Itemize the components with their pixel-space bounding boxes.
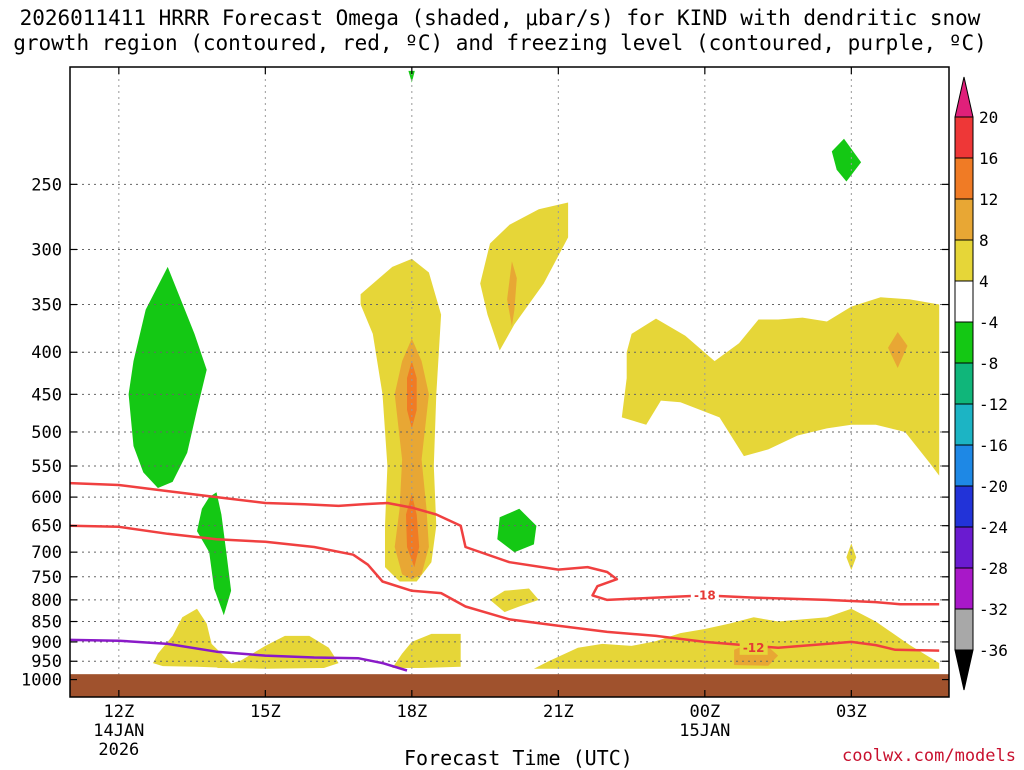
- omega-region-10: [507, 261, 517, 327]
- plot-frame: [69, 66, 950, 698]
- dgz-contour-line-1: [70, 481, 940, 606]
- colorbar-label-2: 12: [979, 190, 998, 209]
- colorbar-top-arrow: [954, 76, 974, 118]
- y-tick-label-850: 850: [31, 613, 62, 633]
- colorbar-swatch-1: [954, 157, 974, 200]
- dgz-contour-label-bg-1: [690, 587, 719, 603]
- x-tick-date-0: 14JAN: [93, 721, 144, 741]
- colorbar-label-3: 8: [979, 231, 989, 250]
- y-tick-label-550: 550: [31, 457, 62, 477]
- x-tick-year-0: 2026: [98, 740, 139, 760]
- colorbar-swatch-4: [954, 280, 974, 323]
- colorbar: 20 16 12 8 4 -4 -8 -12 -16 -20 -24 -28 -32 -36: [954, 76, 1008, 691]
- omega-shading: [128, 70, 940, 669]
- ground-layer: [70, 674, 949, 697]
- x-tick-label-1: 15Z: [250, 702, 281, 722]
- colorbar-label-10: -24: [979, 518, 1008, 537]
- colorbar-label-11: -28: [979, 559, 1008, 578]
- omega-region-14: [406, 494, 420, 568]
- colorbar-swatch-12: [954, 608, 974, 651]
- dgz-contour-label-1: -18: [694, 588, 716, 602]
- colorbar-swatch-0: [954, 116, 974, 159]
- y-tick-label-400: 400: [31, 343, 62, 363]
- colorbar-label-5: -4: [979, 313, 998, 332]
- colorbar-swatch-11: [954, 567, 974, 610]
- x-tick-label-5: 03Z: [836, 702, 867, 722]
- omega-region-16: [197, 492, 232, 616]
- colorbar-label-7: -12: [979, 395, 1008, 414]
- colorbar-bottom-arrow: [954, 649, 974, 691]
- y-tick-label-950: 950: [31, 652, 62, 672]
- colorbar-swatch-2: [954, 198, 974, 241]
- omega-region-11: [888, 332, 908, 368]
- y-tick-label-800: 800: [31, 591, 62, 611]
- colorbar-swatch-6: [954, 362, 974, 405]
- y-tick-label-1000: 1000: [21, 671, 62, 691]
- y-tick-label-500: 500: [31, 423, 62, 443]
- colorbar-label-12: -32: [979, 600, 1008, 619]
- x-tick-label-2: 18Z: [396, 702, 427, 722]
- chart-title-line-2: growth region (contoured, red, ºC) and f…: [13, 31, 987, 55]
- ground-fill: [70, 674, 949, 697]
- omega-region-3: [153, 608, 232, 668]
- dgz-contour-line-0: [70, 524, 940, 652]
- y-tick-label-650: 650: [31, 517, 62, 537]
- omega-region-8: [846, 543, 857, 571]
- colorbar-swatch-5: [954, 321, 974, 364]
- colorbar-swatch-3: [954, 239, 974, 282]
- colorbar-swatch-10: [954, 526, 974, 569]
- y-tick-label-900: 900: [31, 633, 62, 653]
- omega-region-1: [480, 202, 569, 351]
- colorbar-swatch-8: [954, 444, 974, 487]
- dgz-contour-label-0: -12: [743, 641, 765, 655]
- x-tick-date-4: 15JAN: [679, 721, 730, 741]
- omega-region-15: [128, 266, 207, 488]
- omega-region-2: [621, 297, 940, 476]
- y-tick-label-750: 750: [31, 568, 62, 588]
- colorbar-label-13: -36: [979, 641, 1008, 660]
- y-tick-label-250: 250: [31, 175, 62, 195]
- chart-title-line-1: 2026011411 HRRR Forecast Omega (shaded, …: [19, 6, 981, 30]
- colorbar-label-0: 20: [979, 108, 998, 127]
- colorbar-label-9: -20: [979, 477, 1008, 496]
- temperature-contours: -12 -18: [70, 481, 940, 672]
- y-tick-label-700: 700: [31, 543, 62, 563]
- colorbar-swatch-9: [954, 485, 974, 528]
- omega-region-13: [407, 361, 417, 429]
- credit-text: coolwx.com/models: [842, 746, 1016, 766]
- y-tick-label-350: 350: [31, 296, 62, 316]
- x-tick-label-3: 21Z: [543, 702, 574, 722]
- colorbar-label-4: 4: [979, 272, 989, 291]
- x-tick-label-4: 00Z: [689, 702, 720, 722]
- y-tick-label-600: 600: [31, 488, 62, 508]
- omega-region-7: [533, 608, 940, 669]
- colorbar-swatch-7: [954, 403, 974, 446]
- freezing-level-line: [70, 638, 408, 672]
- y-tick-label-300: 300: [31, 240, 62, 260]
- x-tick-label-0: 12Z: [103, 702, 134, 722]
- y-tick-label-450: 450: [31, 385, 62, 405]
- omega-region-4: [216, 635, 339, 669]
- omega-region-18: [831, 138, 862, 182]
- colorbar-label-8: -16: [979, 436, 1008, 455]
- omega-region-17: [497, 508, 537, 553]
- chart-title: 2026011411 HRRR Forecast Omega (shaded, …: [0, 6, 1000, 56]
- dgz-contour-label-bg-0: [739, 639, 768, 655]
- colorbar-label-6: -8: [979, 354, 998, 373]
- colorbar-label-1: 16: [979, 149, 998, 168]
- y-axis: 2503003504004505005506006507007508008509…: [21, 175, 949, 691]
- x-axis-title: Forecast Time (UTC): [404, 746, 633, 770]
- omega-region-19: [408, 70, 415, 83]
